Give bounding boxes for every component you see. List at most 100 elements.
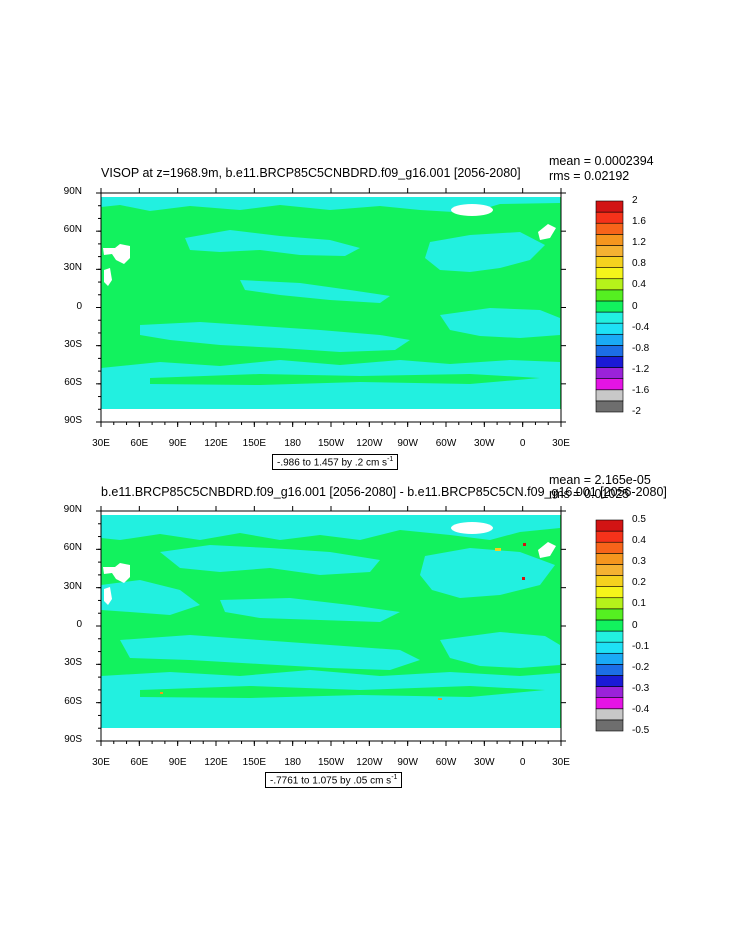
x-tick-label: 60W <box>435 438 457 449</box>
contour-range-text: -.7761 to 1.075 by .05 cm s <box>270 775 392 787</box>
colorbar-box <box>595 519 624 532</box>
colorbar-box <box>595 597 624 610</box>
colorbar-label: 0.4 <box>632 535 646 547</box>
unit-exponent: -1 <box>391 774 398 781</box>
x-tick-label: 60E <box>130 438 149 449</box>
x-tick-label: 0 <box>519 438 526 449</box>
panel-title: VISOP at z=1968.9m, b.e11.BRCP85C5CNBDRD… <box>101 166 521 180</box>
x-tick-label: 150E <box>242 438 266 449</box>
arctic-missing <box>101 511 561 515</box>
x-tick-label: 180 <box>284 438 301 449</box>
colorbar-label: 0.1 <box>632 598 646 610</box>
colorbar-box <box>595 719 624 732</box>
x-tick-label: 30E <box>552 757 570 768</box>
cyan-region-satl <box>440 308 560 338</box>
map-fill <box>101 193 561 422</box>
hudson-patch <box>538 542 556 558</box>
x-tick-label: 120E <box>204 438 228 449</box>
colorbar-label: 0.8 <box>632 258 646 270</box>
y-tick-label: 30N <box>63 262 82 273</box>
rms-value: rms = 0.01025 <box>549 487 630 501</box>
colorbar-label: 0 <box>632 300 638 312</box>
y-tick-label: 90S <box>64 734 82 745</box>
colorbar-box <box>595 664 624 676</box>
x-tick-label: 30W <box>474 757 495 768</box>
x-tick-label: 60W <box>435 757 457 768</box>
colorbar-box <box>595 708 624 721</box>
x-tick-label: 150E <box>242 757 266 768</box>
mean-value: mean = 2.165e-05 <box>549 473 651 487</box>
colorbar-box <box>595 697 624 710</box>
colorbar-box <box>595 553 624 565</box>
y-tick-label: 30N <box>63 581 82 592</box>
x-tick-label: 120W <box>356 438 383 449</box>
cyan-region-satl <box>440 632 560 668</box>
colorbar-label: 2 <box>632 195 638 206</box>
colorbar-label: -0.2 <box>632 661 650 673</box>
y-tick-label: 60N <box>63 542 82 553</box>
cyan-region-spac <box>120 635 420 670</box>
colorbar-box <box>595 586 624 599</box>
colorbar <box>595 200 624 413</box>
colorbar-box <box>595 641 624 654</box>
colorbar-label: -0.1 <box>632 640 650 652</box>
x-tick-label: 180 <box>284 757 301 768</box>
colorbar-label: 0.5 <box>632 514 646 525</box>
x-tick-label: 30E <box>92 757 110 768</box>
colorbar-box <box>595 652 624 665</box>
x-tick-label: 90E <box>168 757 187 768</box>
cyan-region-npac <box>160 545 380 575</box>
colorbar-label: -0.4 <box>632 321 650 333</box>
cyan-region-spac <box>140 322 410 352</box>
x-tick-label: 30E <box>552 438 570 449</box>
hudson-patch <box>538 224 556 240</box>
x-tick-label: 60E <box>130 757 149 768</box>
cyan-region-natl <box>420 548 555 598</box>
map-panel-1: VISOP at z=1968.9m, b.e11.BRCP85C5CNBDRD… <box>0 0 733 471</box>
asia-patch <box>103 244 130 264</box>
colorbar-label: -0.8 <box>632 342 650 354</box>
anomaly-spot <box>522 577 525 580</box>
contour-range-box: -.7761 to 1.075 by .05 cm s-1 <box>265 772 403 789</box>
colorbar-label: -2 <box>632 406 641 417</box>
colorbar-box <box>595 564 624 576</box>
x-tick-label: 120W <box>356 757 383 768</box>
cyan-region-south <box>101 360 560 409</box>
colorbar-box <box>595 608 624 621</box>
map-fill <box>101 511 561 741</box>
anomaly-spot <box>438 698 442 700</box>
colorbar-box <box>595 675 624 687</box>
colorbar-label: -0.4 <box>632 703 650 715</box>
colorbar-box <box>595 630 624 643</box>
cyan-region-natl <box>425 232 545 272</box>
tick-marks <box>96 188 566 427</box>
colorbar-box <box>595 686 624 698</box>
anomaly-spot <box>495 548 501 551</box>
colorbar-label: 0.2 <box>632 577 646 589</box>
asia-patch <box>103 563 130 583</box>
unit-exponent: -1 <box>387 456 394 463</box>
tick-marks <box>96 506 566 746</box>
antarctica-missing <box>101 409 561 422</box>
cyan-region-west <box>101 580 200 615</box>
colorbar-box <box>595 619 624 632</box>
colorbar-box <box>595 530 624 543</box>
anomaly-spot <box>523 543 526 546</box>
colorbar-box <box>595 575 624 587</box>
x-tick-label: 90W <box>397 757 418 768</box>
colorbar-label: -1.6 <box>632 384 650 396</box>
y-tick-label: 30S <box>64 657 82 668</box>
x-tick-label: 150W <box>317 438 345 449</box>
x-tick-label: 90W <box>397 438 418 449</box>
cyan-region-mid <box>240 280 390 303</box>
mean-value: mean = 0.0002394 <box>549 154 654 168</box>
japan-patch <box>104 268 112 286</box>
y-tick-label: 60N <box>63 224 82 235</box>
green-band-south <box>140 686 545 698</box>
y-tick-label: 90S <box>64 415 82 426</box>
colorbar-label: 0.4 <box>632 279 646 291</box>
y-tick-label: 60S <box>64 377 82 388</box>
y-tick-label: 30S <box>64 339 82 350</box>
